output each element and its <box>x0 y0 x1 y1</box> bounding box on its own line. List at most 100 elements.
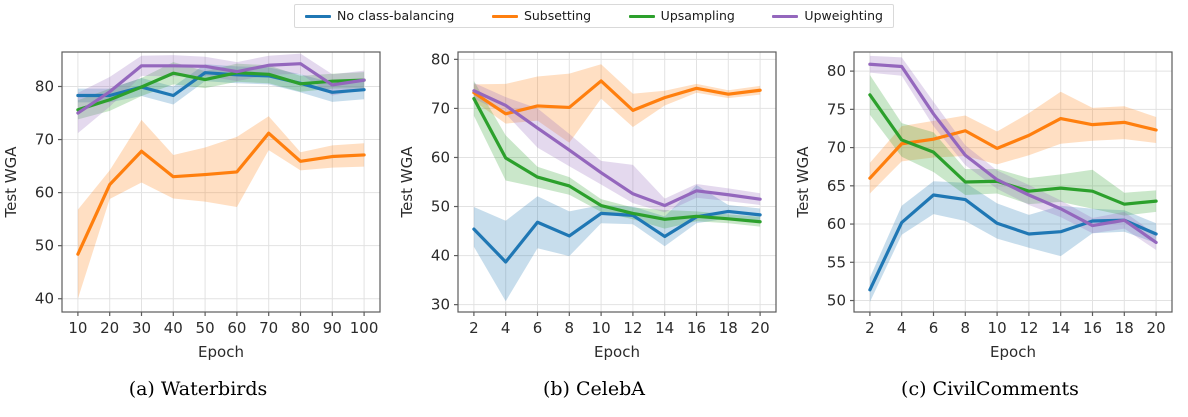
y-tick-label: 80 <box>827 62 846 80</box>
legend-item-2[interactable]: Upsampling <box>628 7 735 23</box>
caption-celeba: (b) CelebA <box>542 378 645 400</box>
y-tick-label: 55 <box>827 253 846 271</box>
y-tick-label: 50 <box>35 237 54 255</box>
x-tick-label: 100 <box>350 319 379 337</box>
x-tick-label: 2 <box>865 319 875 337</box>
series-line-a-0 <box>76 71 366 98</box>
legend-label-2: Upsampling <box>660 7 735 23</box>
series-line-b-1 <box>472 79 762 116</box>
confidence-band-b-3 <box>473 82 761 213</box>
y-tick-label: 70 <box>827 139 846 157</box>
chart-legend: No class-balancing Subsetting Upsampling… <box>294 4 894 28</box>
x-tick-label: 14 <box>655 319 674 337</box>
plot-frame <box>853 51 1173 313</box>
series-line-a-2 <box>76 71 366 112</box>
x-tick-label: 20 <box>100 319 119 337</box>
x-tick-label: 8 <box>565 319 575 337</box>
y-tick-label: 65 <box>827 177 846 195</box>
plot-frame <box>61 51 381 313</box>
x-tick-label: 20 <box>1147 319 1166 337</box>
caption-civilcomments: (c) CivilComments <box>901 378 1079 400</box>
x-tick-label: 18 <box>719 319 738 337</box>
x-tick-label: 40 <box>164 319 183 337</box>
chart-panel-waterbirds: 40 50 60 70 80 10 20 30 40 50 60 70 80 90 100 Epoch Test… <box>0 34 396 374</box>
chart-panel-celeba: 30 40 50 60 70 80 2 4 6 8 10 12 14 16 18 20 Epoch Test WG… <box>396 34 792 374</box>
x-tick-label: 6 <box>929 319 939 337</box>
y-tick-label: 60 <box>827 215 846 233</box>
y-tick-label: 40 <box>35 290 54 308</box>
legend-item-1[interactable]: Subsetting <box>491 7 592 23</box>
confidence-band-c-2 <box>869 74 1157 216</box>
series-line-b-3 <box>472 89 762 208</box>
x-axis-title: Epoch <box>198 343 244 361</box>
x-tick-label: 20 <box>751 319 770 337</box>
y-tick-label: 70 <box>431 99 450 117</box>
y-tick-label: 50 <box>431 198 450 216</box>
confidence-band-a-1 <box>77 116 365 299</box>
grid <box>458 52 776 312</box>
plot-a: 40 50 60 70 80 10 20 30 40 50 60 70 80 90 100 Epoch Test… <box>2 51 381 361</box>
x-tick-label: 6 <box>533 319 543 337</box>
y-axis-title: Test WGA <box>794 146 812 219</box>
y-tick-label: 60 <box>35 184 54 202</box>
y-axis-title: Test WGA <box>2 146 20 219</box>
confidence-band-c-3 <box>869 55 1157 251</box>
series-line-a-1 <box>76 131 366 256</box>
legend-swatch-icon-1 <box>491 14 518 18</box>
y-axis-title: Test WGA <box>398 146 416 219</box>
x-tick-label: 60 <box>227 319 246 337</box>
x-axis-title: Epoch <box>594 343 640 361</box>
series-line-c-3 <box>868 62 1158 245</box>
x-tick-label: 16 <box>1083 319 1102 337</box>
legend-label-0: No class-balancing <box>337 7 455 23</box>
series-line-b-2 <box>472 97 762 224</box>
series-line-b-0 <box>472 209 762 264</box>
y-tick-label: 50 <box>827 292 846 310</box>
y-tick-label: 80 <box>35 77 54 95</box>
x-tick-label: 4 <box>897 319 907 337</box>
x-tick-label: 16 <box>687 319 706 337</box>
confidence-band-c-0 <box>869 181 1157 303</box>
y-tick-label: 70 <box>35 131 54 149</box>
y-tick-label: 80 <box>431 50 450 68</box>
x-tick-label: 10 <box>592 319 611 337</box>
confidence-band-b-0 <box>473 184 761 302</box>
caption-waterbirds: (a) Waterbirds <box>128 378 268 400</box>
legend-item-0[interactable]: No class-balancing <box>305 7 455 23</box>
y-tick-label: 40 <box>431 247 450 265</box>
x-tick-label: 80 <box>291 319 310 337</box>
plot-c: 50 55 60 65 70 75 80 2 4 6 8 10 12 14 16 18 20 Epoch Test … <box>794 51 1173 361</box>
y-tick-label: 75 <box>827 100 846 118</box>
x-tick-label: 70 <box>259 319 278 337</box>
confidence-band-b-1 <box>473 64 761 143</box>
x-tick-label: 4 <box>501 319 511 337</box>
plot-frame <box>457 51 777 313</box>
y-tick-label: 60 <box>431 148 450 166</box>
confidence-band-a-2 <box>77 62 365 120</box>
x-tick-label: 10 <box>68 319 87 337</box>
legend-label-1: Subsetting <box>523 7 592 23</box>
legend-swatch-icon-0 <box>305 14 331 18</box>
series-line-c-0 <box>868 193 1158 292</box>
x-tick-label: 30 <box>132 319 151 337</box>
series-line-a-3 <box>76 62 366 115</box>
x-tick-label: 18 <box>1115 319 1134 337</box>
x-tick-label: 50 <box>196 319 215 337</box>
series-line-c-1 <box>868 116 1158 180</box>
x-tick-label: 12 <box>1019 319 1038 337</box>
legend-swatch-icon-3 <box>772 14 799 18</box>
confidence-band-a-0 <box>77 64 365 105</box>
legend-swatch-icon-2 <box>628 14 655 18</box>
x-tick-label: 10 <box>988 319 1007 337</box>
legend-label-3: Upweighting <box>804 7 883 23</box>
y-tick-label: 30 <box>431 296 450 314</box>
x-tick-label: 2 <box>469 319 479 337</box>
confidence-band-a-3 <box>77 53 365 134</box>
x-tick-label: 90 <box>323 319 342 337</box>
x-tick-label: 12 <box>623 319 642 337</box>
x-tick-label: 14 <box>1051 319 1070 337</box>
plot-b: 30 40 50 60 70 80 2 4 6 8 10 12 14 16 18 20 Epoch Test WG… <box>398 50 777 361</box>
legend-item-3[interactable]: Upweighting <box>772 7 883 23</box>
x-tick-label: 8 <box>961 319 971 337</box>
